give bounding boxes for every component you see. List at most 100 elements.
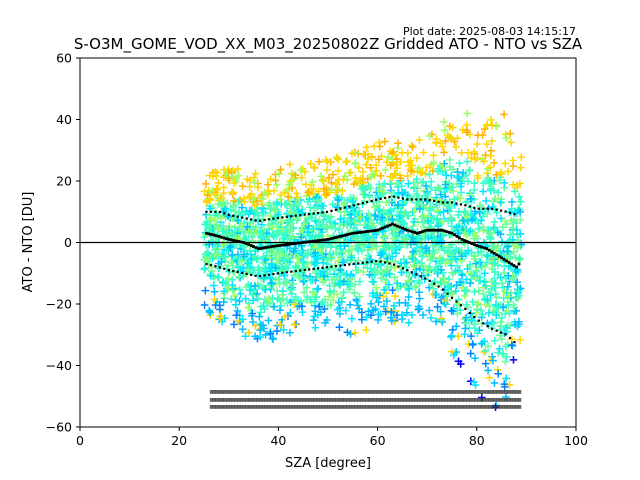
bin-count-mark [338,390,342,394]
scatter-point [481,301,490,309]
bin-count-mark [253,405,257,409]
median-point [378,227,382,231]
median-point [371,229,375,233]
scatter-point [455,300,463,308]
lower-percentile-point [459,304,463,307]
scatter-point [288,276,297,285]
scatter-point [429,151,438,160]
scatter-point [383,297,391,305]
scatter-point [248,237,257,245]
scatter-point [222,239,231,248]
scatter-point [355,304,363,313]
bin-count-mark [428,405,432,409]
bin-count-mark [433,390,437,394]
scatter-point [219,199,228,207]
median-point [252,245,255,248]
bin-count-mark [389,398,394,402]
scatter-point [487,282,496,290]
scatter-point [317,240,326,249]
bin-count-mark [223,398,227,402]
bin-count-mark [398,398,402,402]
scatter-point [466,260,474,269]
scatter-point [456,306,464,315]
upper-percentile-point [473,206,476,210]
scatter-point [246,247,254,255]
median-point [450,231,454,235]
scatter-point [256,326,265,334]
lower-percentile-point [397,265,400,268]
scatter-point [266,329,275,338]
bin-count-mark [433,405,437,409]
lower-percentile-point [223,267,226,270]
median-point [262,246,265,250]
bin-count-mark [438,390,443,394]
upper-percentile-point [428,198,431,202]
bin-count-mark [291,405,295,409]
median-point [234,239,238,243]
lower-percentile-point [428,279,431,283]
bin-count-mark [490,390,495,394]
scatter-point [368,219,377,228]
scatter-point [314,255,322,263]
scatter-point [298,302,306,311]
bin-count-mark [310,398,314,402]
scatter-point [490,259,499,268]
bin-count-mark [327,390,331,394]
scatter-point [219,277,228,286]
scatter-point [439,255,448,264]
scatter-point [516,230,525,238]
upper-percentile-point [370,199,373,203]
bin-count-mark [365,405,369,409]
median-point [259,246,263,250]
scatter-point [425,306,434,315]
bin-count-mark [466,405,470,409]
scatter-point [481,263,490,271]
scatter-point [441,180,450,189]
upper-percentile-point [205,210,208,213]
scatter-point [358,315,366,324]
bin-count-mark [220,390,224,394]
scatter-point [404,211,413,220]
scatter-point [245,329,253,337]
scatter-point [454,357,463,366]
scatter-point [289,175,298,183]
bin-count-mark [280,390,284,394]
median-point [358,230,362,234]
bin-count-mark [422,405,426,409]
scatter-point [498,237,506,246]
bin-count-mark [332,390,336,394]
scatter-point [439,199,448,208]
upper-percentile-point [272,217,275,220]
median-point [264,246,268,249]
scatter-point [245,182,254,191]
lower-percentile-point [357,262,360,265]
bin-count-mark [278,405,282,409]
scatter-point [406,165,415,174]
bin-count-mark [488,398,492,402]
upper-percentile-point [254,219,257,222]
scatter-point [326,301,335,310]
scatter-point [448,326,457,334]
scatter-point [492,122,501,131]
scatter-point [464,177,472,186]
scatter-point [200,265,209,274]
scatter-point [272,256,280,264]
median-point [321,238,325,242]
scatter-point [234,171,243,180]
bin-count-mark [370,398,374,402]
scatter-point [396,158,405,166]
lower-percentile-point [446,292,449,295]
scatter-point [392,161,401,169]
scatter-point [264,180,272,189]
scatter-point [211,190,220,199]
bin-count-mark [452,398,456,402]
scatter-point [482,177,490,185]
scatter-point [284,193,293,201]
upper-percentile-point [281,216,284,219]
median-point [487,248,491,252]
upper-percentile-point [325,210,329,213]
scatter-point [310,258,319,267]
scatter-point [447,347,456,356]
scatter-point [475,257,484,266]
upper-percentile-point [308,212,311,216]
